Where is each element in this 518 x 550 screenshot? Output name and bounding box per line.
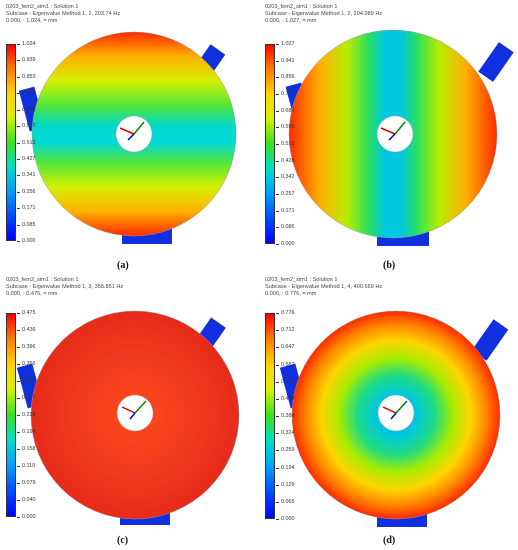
colorbar-tick-label: 0.342 bbox=[276, 174, 295, 181]
colorbar-tick-label: 1.027 bbox=[276, 41, 295, 47]
colorbar-tick-label: 0.712 bbox=[276, 327, 295, 334]
plate-plot bbox=[16, 310, 240, 525]
plate-plot bbox=[18, 31, 237, 244]
colorbar-tick-label: 0.171 bbox=[276, 207, 295, 214]
colorbar-tick-label: 0.388 bbox=[276, 413, 295, 419]
colorbar-tick-label: 0.000 bbox=[276, 241, 295, 247]
axis-y bbox=[134, 400, 147, 414]
axis-x bbox=[380, 127, 396, 135]
colorbar-tick-label: 0.198 bbox=[17, 429, 36, 435]
panel-subcase: Subcase - Eigenvalue Method 1, 4, 400.66… bbox=[265, 284, 383, 290]
axis-z bbox=[129, 412, 136, 420]
panel-a: 0203_fem2_sim1 : Solution 1 Subcase - Ei… bbox=[0, 0, 259, 275]
colorbar-tick-label: 0.856 bbox=[276, 74, 295, 81]
colorbar-tick-label: 0.324 bbox=[276, 430, 295, 437]
color-bar bbox=[265, 44, 275, 244]
panel-b: 0203_fem2_sim1 : Solution 1 Subcase - Ei… bbox=[259, 0, 518, 275]
colorbar-tick-label: 0.079 bbox=[17, 480, 36, 486]
panel-subcase: Subcase - Eigenvalue Method 1, 2, 204.98… bbox=[265, 11, 383, 17]
panel-label: (c) bbox=[117, 535, 129, 546]
colorbar-tick-label: 0.000 bbox=[17, 238, 36, 244]
panel-title: 0203_fem2_sim1 : Solution 1 bbox=[265, 4, 338, 10]
panel-label: (d) bbox=[383, 535, 396, 546]
colorbar-tick-label: 0.086 bbox=[276, 224, 295, 231]
axis-y bbox=[395, 400, 408, 414]
colorbar-tick-label: 0.171 bbox=[17, 205, 36, 212]
colorbar-tick-label: 0.158 bbox=[17, 446, 36, 452]
axis-z bbox=[127, 133, 135, 141]
colorbar-tick-label: 0.597 bbox=[17, 123, 36, 130]
colorbar-tick-label: 0.582 bbox=[276, 361, 295, 368]
colorbar-tick-label: 0.599 bbox=[276, 124, 295, 131]
colorbar-tick-label: 0.513 bbox=[276, 141, 295, 147]
panel-label: (b) bbox=[383, 260, 396, 271]
colorbar-tick-label: 0.647 bbox=[276, 344, 295, 351]
colorbar-tick-label: 0.941 bbox=[276, 57, 295, 64]
colorbar-tick-label: 0.194 bbox=[276, 464, 295, 471]
colorbar-tick-label: 0.119 bbox=[16, 463, 36, 469]
bracket-right bbox=[478, 42, 514, 82]
colorbar-tick-label: 0.341 bbox=[17, 172, 36, 179]
colorbar-tick-label: 0.684 bbox=[276, 107, 295, 114]
axis-z bbox=[388, 133, 396, 141]
bracket-right bbox=[471, 319, 509, 361]
colorbar-tick-label: 0.518 bbox=[276, 378, 295, 385]
panel-subcase: Subcase - Eigenvalue Method 1, 3, 355.85… bbox=[6, 284, 124, 290]
plate-plot bbox=[285, 29, 514, 246]
colorbar-tick-label: 0.317 bbox=[17, 378, 36, 384]
colorbar-tick-label: 0.428 bbox=[276, 157, 295, 164]
colorbar-tick-label: 0.000 bbox=[276, 516, 295, 522]
axis-x bbox=[121, 406, 136, 414]
colorbar-tick-label: 0.475 bbox=[17, 310, 36, 316]
colorbar-tick-label: 0.259 bbox=[276, 447, 295, 454]
axis-x bbox=[382, 406, 397, 414]
panel-subcase: Subcase - Eigenvalue Method 1, 1, 203.74… bbox=[6, 11, 121, 17]
colorbar-tick-label: 1.024 bbox=[17, 41, 36, 47]
colorbar-tick-label: 0.427 bbox=[17, 155, 36, 162]
colorbar-tick-label: 0.453 bbox=[276, 395, 295, 402]
panel-title: 0203_fem2_sim1 : Solution 1 bbox=[6, 4, 79, 10]
colorbar-tick-label: 0.683 bbox=[17, 106, 36, 113]
panel-range: 0.000, : 0.776, = mm bbox=[265, 291, 317, 297]
colorbar-tick-label: 0.277 bbox=[17, 395, 36, 401]
panel-range: 0.000, : 1.027, = mm bbox=[265, 18, 317, 24]
color-bar bbox=[6, 44, 16, 241]
colorbar-tick-label: 0.512 bbox=[17, 139, 36, 146]
axis-z bbox=[390, 412, 397, 420]
panel-title: 0203_fem2_sim1 : Solution 1 bbox=[6, 277, 79, 283]
panel-range: 0.000, : 0.475, = mm bbox=[6, 291, 58, 297]
colorbar-tick-label: 0.853 bbox=[17, 73, 36, 80]
colorbar-tick-label: 0.129 bbox=[276, 481, 295, 488]
colorbar-tick-label: 0.436 bbox=[17, 327, 36, 333]
panel-d: 0203_fem2_sim1 : Solution 1 Subcase - Ei… bbox=[259, 275, 518, 550]
colorbar-tick-label: 0.085 bbox=[17, 221, 36, 228]
axis-y bbox=[133, 121, 145, 135]
color-bar bbox=[265, 313, 275, 519]
colorbar-tick-label: 0.770 bbox=[276, 91, 295, 97]
colorbar-tick-label: 0.768 bbox=[17, 90, 36, 97]
colorbar-tick-label: 0.257 bbox=[276, 191, 295, 197]
panel-title: 0203_fem2_sim1 : Solution 1 bbox=[265, 277, 338, 283]
plate-plot bbox=[279, 310, 509, 527]
colorbar-tick-label: 0.939 bbox=[17, 57, 36, 64]
panel-range: 0.000, : 1.024, = mm bbox=[6, 18, 58, 24]
colorbar-tick-label: 0.000 bbox=[17, 514, 36, 520]
colorbar-tick-label: 0.256 bbox=[17, 188, 36, 195]
axis-x bbox=[119, 127, 135, 135]
colorbar-tick-label: 0.776 bbox=[276, 310, 295, 316]
panel-label: (a) bbox=[117, 260, 129, 271]
color-bar bbox=[6, 313, 16, 517]
colorbar-tick-label: 0.065 bbox=[276, 498, 295, 505]
panel-c: 0203_fem2_sim1 : Solution 1 Subcase - Ei… bbox=[0, 275, 259, 550]
colorbar-tick-label: 0.040 bbox=[17, 497, 36, 503]
colorbar-tick-label: 0.356 bbox=[17, 361, 36, 367]
colorbar-tick-label: 0.238 bbox=[17, 412, 36, 418]
colorbar-tick-label: 0.396 bbox=[17, 344, 36, 350]
axis-y bbox=[394, 121, 406, 135]
